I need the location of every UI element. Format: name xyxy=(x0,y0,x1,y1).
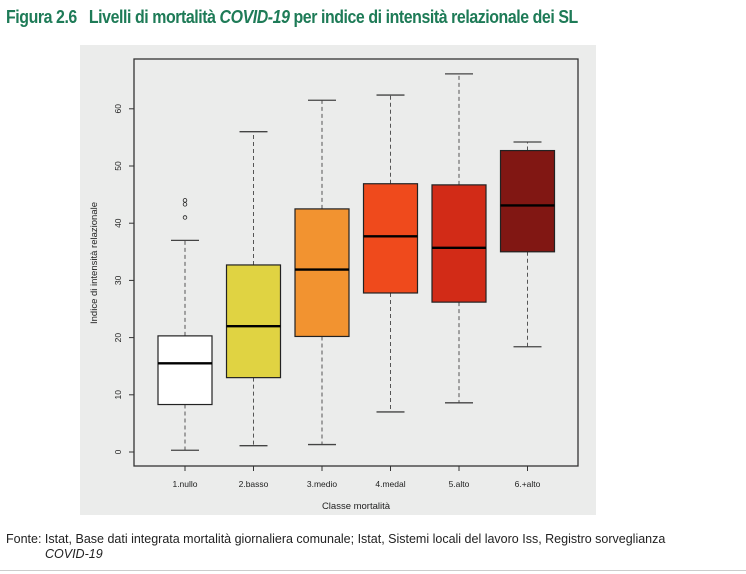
x-tick-label: 4.medal xyxy=(375,479,405,489)
x-tick-label: 6.+alto xyxy=(515,479,541,489)
plot-frame xyxy=(133,58,579,467)
y-axis-label: Indice di intensità relazionale xyxy=(89,202,100,324)
source-italic: COVID-19 xyxy=(45,547,103,561)
boxplot-chart: 0 10 20 30 40 50 60 1.nullo 2.basso 3.medio 4.meda… xyxy=(89,58,579,512)
y-tick-label: 60 xyxy=(113,104,123,114)
figure-title: Figura 2.6 Livelli di mortalità COVID-19 … xyxy=(6,6,578,28)
y-tick-label: 10 xyxy=(113,390,123,400)
x-axis-label: Classe mortalità xyxy=(322,501,391,512)
outlier-point xyxy=(182,202,188,207)
y-tick-label: 50 xyxy=(113,161,123,171)
bottom-divider xyxy=(0,570,746,571)
outlier-point xyxy=(182,215,188,220)
outlier-point xyxy=(182,198,188,203)
title-text-end: per indice di intensità relazionale dei … xyxy=(289,6,578,27)
y-tick-label: 20 xyxy=(113,333,123,343)
x-tick-label: 1.nullo xyxy=(172,479,197,489)
box-6.+alto xyxy=(499,149,556,253)
box-2.basso xyxy=(225,264,282,379)
x-tick-label: 3.medio xyxy=(307,479,338,489)
x-tick-label: 2.basso xyxy=(239,479,269,489)
box-4.medal xyxy=(362,183,419,294)
source-text: Fonte: Istat, Base dati integrata mortal… xyxy=(6,532,666,546)
source-note: Fonte: Istat, Base dati integrata mortal… xyxy=(6,532,665,562)
title-italic: COVID-19 xyxy=(219,6,290,27)
title-text: Livelli di mortalità xyxy=(88,6,220,27)
chart-panel: 0 10 20 30 40 50 60 1.nullo 2.basso 3.medio 4.meda… xyxy=(80,45,596,515)
box-1.nullo xyxy=(157,335,213,406)
y-tick-label: 30 xyxy=(113,275,123,285)
y-tick-label: 0 xyxy=(113,449,123,454)
x-tick-label: 5.alto xyxy=(449,479,470,489)
box-5.alto xyxy=(431,184,487,303)
box-3.medio xyxy=(294,208,350,338)
y-tick-label: 40 xyxy=(113,218,123,228)
figure-number: Figura 2.6 xyxy=(6,6,77,27)
